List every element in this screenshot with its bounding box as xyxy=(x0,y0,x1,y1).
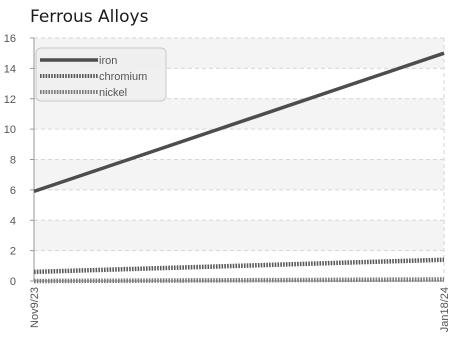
y-tick-label: 8 xyxy=(10,155,16,167)
legend-label-nickel: nickel xyxy=(99,87,127,99)
y-tick-label: 6 xyxy=(10,185,16,197)
y-tick-label: 14 xyxy=(4,63,16,75)
legend: iron chromium nickel xyxy=(35,47,167,102)
y-axis-ticks: 0 2 4 6 8 10 12 14 16 xyxy=(4,33,34,288)
x-tick-label: Nov9/23 xyxy=(29,287,41,328)
chart-title: Ferrous Alloys xyxy=(30,7,149,27)
plot-band xyxy=(34,98,444,130)
x-axis-ticks: Nov9/23 Jan18/24 xyxy=(29,287,451,332)
x-tick-label: Jan18/24 xyxy=(439,287,451,332)
legend-label-chromium: chromium xyxy=(99,71,147,83)
series-lines xyxy=(33,51,445,284)
y-tick-label: 0 xyxy=(10,276,16,288)
series-line-nickel xyxy=(33,277,445,284)
plot-band xyxy=(34,220,444,251)
series-line-chromium xyxy=(33,257,445,275)
plot-band xyxy=(34,159,444,190)
y-tick-label: 2 xyxy=(10,246,16,258)
y-tick-label: 16 xyxy=(4,33,16,45)
y-tick-label: 4 xyxy=(10,215,16,227)
legend-label-iron: iron xyxy=(99,55,117,67)
y-tick-label: 12 xyxy=(4,94,16,106)
series-line-iron xyxy=(33,51,445,194)
y-tick-label: 10 xyxy=(4,124,16,136)
